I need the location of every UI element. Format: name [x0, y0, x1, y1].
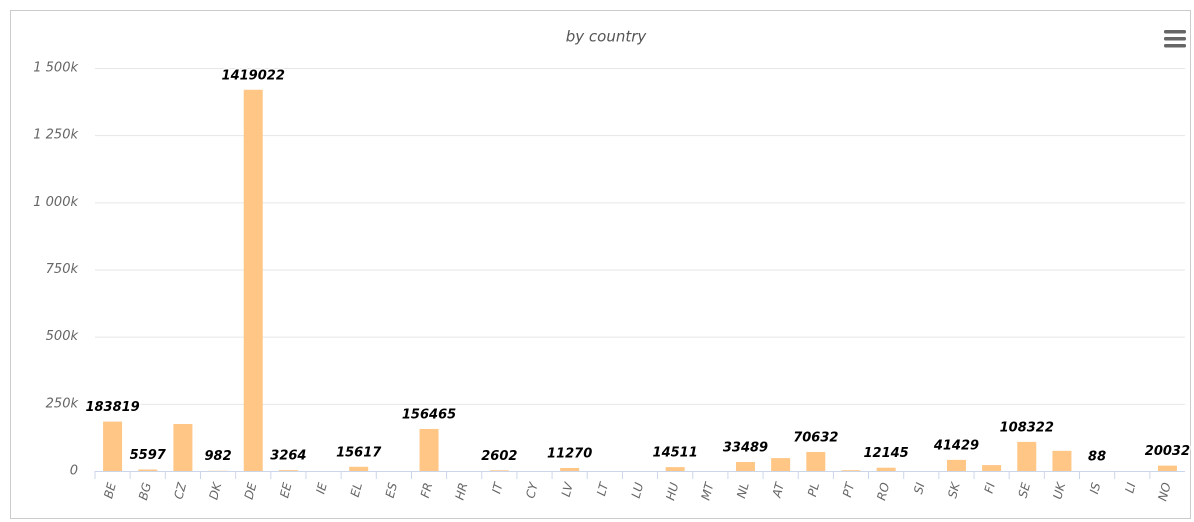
- bar: [1017, 441, 1037, 471]
- bar: [560, 467, 580, 471]
- x-tick-label: LV: [559, 480, 576, 498]
- x-tick-label: PL: [805, 481, 822, 498]
- data-label: 982: [204, 449, 231, 464]
- bar: [1052, 450, 1072, 471]
- x-tick-label: RO: [874, 481, 892, 502]
- bar: [1157, 465, 1177, 471]
- chart-border: [10, 10, 1191, 519]
- x-tick-label: DE: [242, 481, 260, 501]
- bar: [349, 466, 369, 471]
- data-label: 15617: [336, 445, 382, 460]
- data-label: 5597: [130, 448, 167, 463]
- data-label: 14511: [653, 446, 698, 461]
- bar: [103, 421, 123, 471]
- data-label: 20032: [1145, 444, 1190, 459]
- data-label: 3264: [270, 449, 306, 464]
- bar: [946, 459, 966, 471]
- x-tick-label: NL: [734, 481, 752, 500]
- menu-bar: [1164, 30, 1186, 34]
- x-tick-label: BE: [101, 481, 119, 500]
- data-label: 183819: [85, 400, 139, 415]
- x-tick-label: PT: [840, 479, 858, 498]
- x-tick-label: SK: [945, 480, 963, 500]
- x-tick-label: LU: [629, 481, 647, 500]
- x-tick-label: ES: [383, 481, 401, 500]
- bar: [278, 470, 298, 471]
- bar: [982, 465, 1002, 471]
- x-tick-label: FR: [418, 481, 435, 499]
- data-label: 108322: [1000, 420, 1054, 435]
- bar: [665, 467, 685, 471]
- bar: [173, 423, 193, 471]
- x-tick-label: IE: [313, 481, 330, 496]
- data-label: 12145: [864, 446, 909, 461]
- bar: [876, 467, 896, 471]
- x-tick-label: IS: [1087, 481, 1104, 496]
- x-tick-label: MT: [699, 479, 718, 501]
- y-tick-label: 250k: [46, 396, 79, 411]
- y-tick-label: 1 000k: [33, 195, 78, 210]
- x-tick-label: SI: [911, 481, 928, 496]
- menu-bar: [1164, 37, 1186, 41]
- x-tick-label: BG: [136, 481, 154, 502]
- y-tick-label: 1 250k: [33, 128, 78, 143]
- data-label: 2602: [481, 449, 517, 464]
- menu-button[interactable]: [1164, 30, 1186, 48]
- x-tick-label: SE: [1016, 481, 1034, 500]
- bar: [841, 470, 861, 471]
- y-tick-label: 500k: [46, 329, 79, 344]
- data-label: 70632: [793, 431, 838, 446]
- x-tick-label: EE: [277, 481, 295, 500]
- x-tick-label: HU: [663, 481, 681, 502]
- data-label: 41429: [933, 438, 979, 453]
- bar: [771, 458, 791, 471]
- data-label: 11270: [547, 446, 592, 461]
- chart-title: by country: [566, 28, 648, 46]
- data-label: 33489: [723, 441, 768, 456]
- y-tick-label: 0: [70, 464, 78, 479]
- x-tick-label: HR: [452, 481, 470, 501]
- x-tick-label: LT: [594, 479, 611, 497]
- bar: [806, 452, 826, 471]
- bar: [419, 428, 439, 471]
- x-tick-label: CY: [523, 479, 541, 499]
- data-label: 1419022: [222, 68, 285, 83]
- bar: [735, 462, 755, 471]
- bar: [243, 89, 263, 471]
- bar: [489, 470, 509, 471]
- x-tick-label: DK: [206, 480, 224, 501]
- x-tick-label: CZ: [171, 480, 189, 500]
- y-tick-label: 750k: [46, 262, 79, 277]
- menu-bar: [1164, 44, 1186, 48]
- data-label: 156465: [402, 407, 456, 422]
- x-tick-label: FI: [982, 481, 998, 495]
- x-tick-label: UK: [1050, 480, 1068, 501]
- x-tick-label: NO: [1155, 481, 1173, 502]
- y-tick-label: 1 500k: [33, 61, 78, 76]
- data-label: 88: [1088, 449, 1106, 464]
- x-tick-label: LI: [1122, 481, 1138, 495]
- x-tick-label: AT: [769, 479, 787, 499]
- x-tick-label: EL: [348, 481, 365, 498]
- bar: [138, 469, 158, 471]
